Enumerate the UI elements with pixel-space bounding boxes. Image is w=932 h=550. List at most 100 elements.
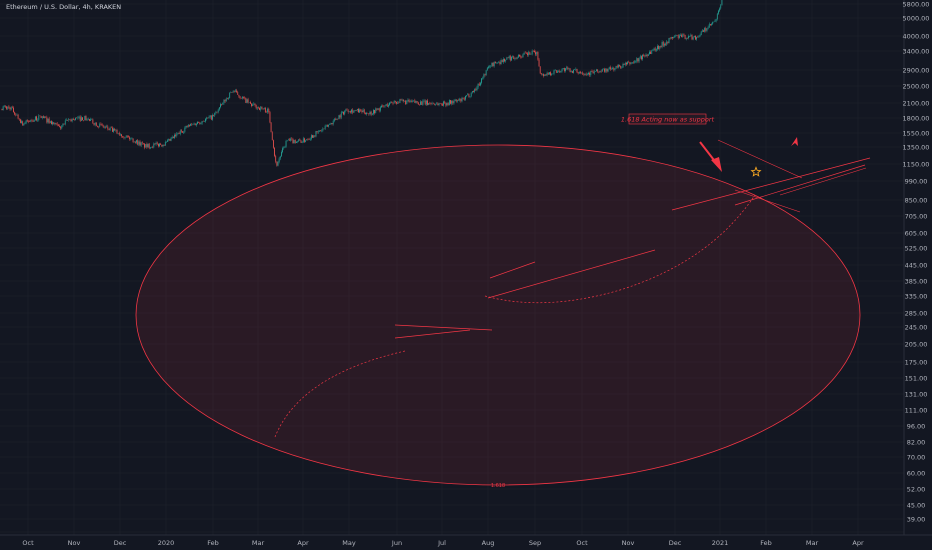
price-tick-label: 335.00 xyxy=(905,292,928,300)
candle-body xyxy=(363,109,365,114)
candle-body xyxy=(567,67,569,70)
candle-body xyxy=(158,143,159,147)
candle-body xyxy=(606,68,608,72)
candle-body xyxy=(324,125,326,129)
candle-body xyxy=(521,56,523,58)
candle-body xyxy=(64,120,66,125)
candle-body xyxy=(577,72,579,74)
candle-body xyxy=(125,135,127,138)
candle-body xyxy=(559,71,561,73)
candle-body xyxy=(431,103,433,104)
candle-body xyxy=(436,103,438,105)
candle-body xyxy=(2,106,4,111)
candle-body xyxy=(665,43,666,45)
drawings-back xyxy=(135,144,861,486)
candle-body xyxy=(215,111,217,113)
candle-body xyxy=(264,108,266,113)
candle-body xyxy=(424,100,426,105)
candle-body xyxy=(15,114,17,116)
candle-body xyxy=(586,74,588,75)
candle-body xyxy=(54,122,56,125)
candle-body xyxy=(447,103,449,105)
price-tick-label: 82.00 xyxy=(907,438,926,446)
time-tick-label: Dec xyxy=(669,539,682,547)
candle-body xyxy=(10,107,12,110)
candle-body xyxy=(637,58,639,62)
candle-body xyxy=(279,156,281,159)
candle-body xyxy=(152,146,154,148)
candle-body xyxy=(539,66,541,74)
time-tick-label: Apr xyxy=(297,539,309,547)
candle-body xyxy=(208,116,210,118)
candle-body xyxy=(651,50,653,54)
candle-body xyxy=(45,116,47,118)
candle-body xyxy=(33,119,35,122)
candle-body xyxy=(550,72,551,76)
candle-body xyxy=(222,103,224,105)
candle-body xyxy=(706,28,708,31)
candle-body xyxy=(402,99,404,101)
candle-body xyxy=(247,99,249,103)
candle-body xyxy=(531,50,533,54)
candle-body xyxy=(38,115,40,120)
candle-body xyxy=(650,51,651,54)
candle-body xyxy=(438,103,440,106)
candle-body xyxy=(302,138,304,142)
candle-body xyxy=(181,130,182,132)
candle-body xyxy=(634,61,635,63)
candle-body xyxy=(271,132,273,141)
candle-body xyxy=(721,0,723,6)
candle-body xyxy=(55,122,57,124)
candle-body xyxy=(239,96,241,99)
candle-body xyxy=(46,117,48,123)
candle-body xyxy=(425,100,427,105)
candle-body xyxy=(86,119,88,121)
candle-body xyxy=(148,143,150,149)
candle-body xyxy=(132,138,134,143)
candle-body xyxy=(260,106,262,110)
candle-body xyxy=(212,115,213,120)
candle-body xyxy=(710,24,711,25)
candle-body xyxy=(430,103,432,104)
time-tick-label: Feb xyxy=(207,539,219,547)
price-tick-label: 5000.00 xyxy=(903,14,930,22)
candle-body xyxy=(718,10,719,14)
candle-body xyxy=(707,27,709,29)
candle-body xyxy=(106,126,108,128)
candle-body xyxy=(657,46,658,50)
candle-body xyxy=(343,112,344,115)
time-tick-label: Nov xyxy=(68,539,81,547)
time-axis[interactable]: Oct Nov Dec 2020 Feb Mar Apr May Jun Jul Aug Sep Oct… xyxy=(22,539,864,547)
candle-body xyxy=(511,56,512,61)
candle-body xyxy=(619,65,620,66)
price-tick-label: 60.00 xyxy=(907,469,926,477)
candle-body xyxy=(712,21,714,24)
candle-body xyxy=(245,97,247,103)
candle-body xyxy=(615,66,617,69)
time-tick-label: Dec xyxy=(114,539,127,547)
candle-body xyxy=(340,112,342,118)
candle-body xyxy=(688,36,689,39)
candle-body xyxy=(160,143,162,145)
candle-body xyxy=(604,68,605,72)
candle-body xyxy=(573,69,574,73)
candle-body xyxy=(327,125,328,127)
candle-body xyxy=(151,146,152,148)
candle-body xyxy=(282,148,283,153)
price-tick-label: 205.00 xyxy=(905,340,928,348)
support-arc-2 xyxy=(484,194,756,304)
time-tick-label: Feb xyxy=(760,539,772,547)
candle-body xyxy=(636,58,638,62)
candle-body xyxy=(262,108,264,110)
candle-body xyxy=(195,123,197,126)
time-tick-label: Oct xyxy=(22,539,34,547)
candle-body xyxy=(43,116,44,118)
candle-body xyxy=(695,35,696,40)
candle-body xyxy=(14,112,16,115)
candle-body xyxy=(654,48,656,51)
price-tick-label: 1550.00 xyxy=(903,129,930,137)
price-axis[interactable]: 5800.00 5000.00 4000.00 3400.00 2900.00 2500.… xyxy=(903,0,932,523)
candle-body xyxy=(135,141,136,143)
